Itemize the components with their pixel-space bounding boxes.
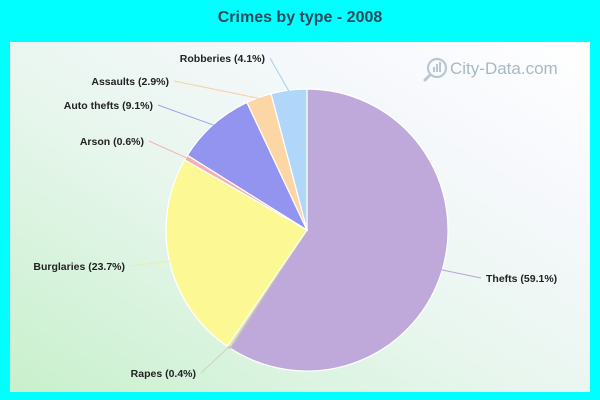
slice-label-auto-thefts: Auto thefts (9.1%) <box>64 100 153 112</box>
watermark-text: City-Data.com <box>450 59 558 78</box>
leader-line-arson <box>148 140 188 159</box>
plot-area: City-Data.com Thefts (59.1%) Rapes (0.4%)… <box>10 42 590 392</box>
slice-label-arson: Arson (0.6%) <box>80 136 144 148</box>
leader-line-rapes <box>200 346 230 374</box>
slice-label-burglaries: Burglaries (23.7%) <box>33 261 125 273</box>
slice-label-thefts: Thefts (59.1%) <box>486 273 557 285</box>
leader-line-burglaries <box>129 260 171 267</box>
pie-chart: City-Data.com Thefts (59.1%) Rapes (0.4%)… <box>33 53 558 380</box>
chart-title: Crimes by type - 2008 <box>217 9 383 26</box>
leader-line-assaults <box>173 80 260 99</box>
slice-label-robberies: Robberies (4.1%) <box>180 53 265 65</box>
watermark: City-Data.com <box>423 57 558 82</box>
slice-label-rapes: Rapes (0.4%) <box>131 368 196 380</box>
leader-line-robberies <box>269 57 290 92</box>
slice-label-assaults: Assaults (2.9%) <box>91 76 169 88</box>
watermark-icon <box>423 57 448 82</box>
leader-line-auto-thefts <box>157 104 215 126</box>
leader-line-thefts <box>441 269 482 279</box>
